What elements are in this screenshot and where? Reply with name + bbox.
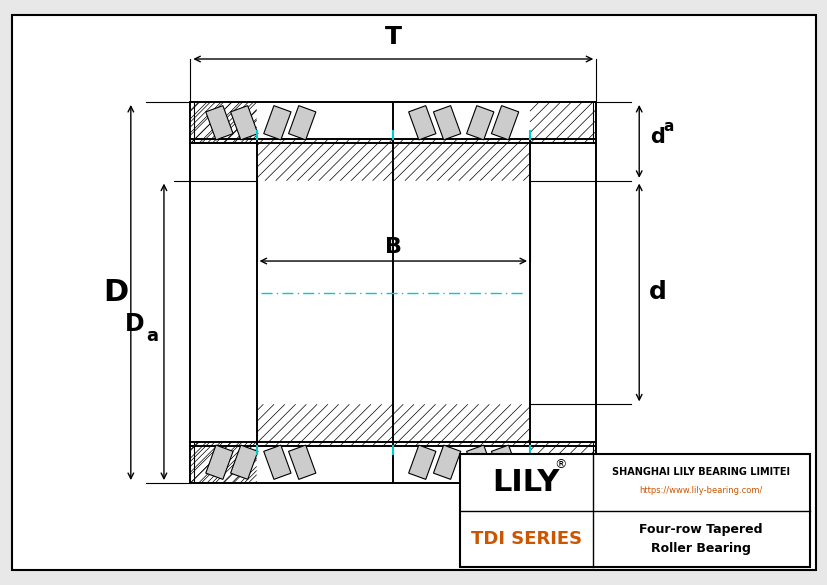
Polygon shape (433, 445, 460, 479)
Text: T: T (385, 25, 401, 49)
Polygon shape (264, 445, 290, 479)
Text: Roller Bearing: Roller Bearing (651, 542, 750, 556)
Polygon shape (466, 106, 493, 140)
Text: TDI SERIES: TDI SERIES (470, 530, 581, 548)
Text: ®: ® (554, 457, 566, 470)
Text: LILY: LILY (492, 468, 559, 497)
Bar (459, 454, 809, 567)
Polygon shape (491, 106, 518, 140)
Polygon shape (409, 445, 435, 479)
Text: D: D (103, 278, 128, 307)
Polygon shape (264, 106, 290, 140)
Polygon shape (466, 445, 493, 479)
Text: a: a (663, 119, 673, 134)
Text: d: d (648, 280, 666, 305)
Text: a: a (146, 327, 158, 345)
Text: SHANGHAI LILY BEARING LIMITEI: SHANGHAI LILY BEARING LIMITEI (611, 467, 789, 477)
Polygon shape (206, 106, 232, 140)
Polygon shape (433, 106, 460, 140)
Text: B: B (385, 237, 401, 257)
Polygon shape (231, 445, 257, 479)
Text: d: d (649, 128, 664, 147)
Polygon shape (409, 106, 435, 140)
Polygon shape (289, 106, 315, 140)
Polygon shape (289, 445, 315, 479)
Polygon shape (231, 106, 257, 140)
Polygon shape (206, 445, 232, 479)
Text: https://www.lily-bearing.com/: https://www.lily-bearing.com/ (638, 486, 762, 495)
Bar (190, 102, 595, 483)
Text: Four-row Tapered: Four-row Tapered (638, 522, 762, 536)
Text: D: D (125, 312, 145, 336)
Bar (256, 139, 529, 446)
Polygon shape (491, 445, 518, 479)
